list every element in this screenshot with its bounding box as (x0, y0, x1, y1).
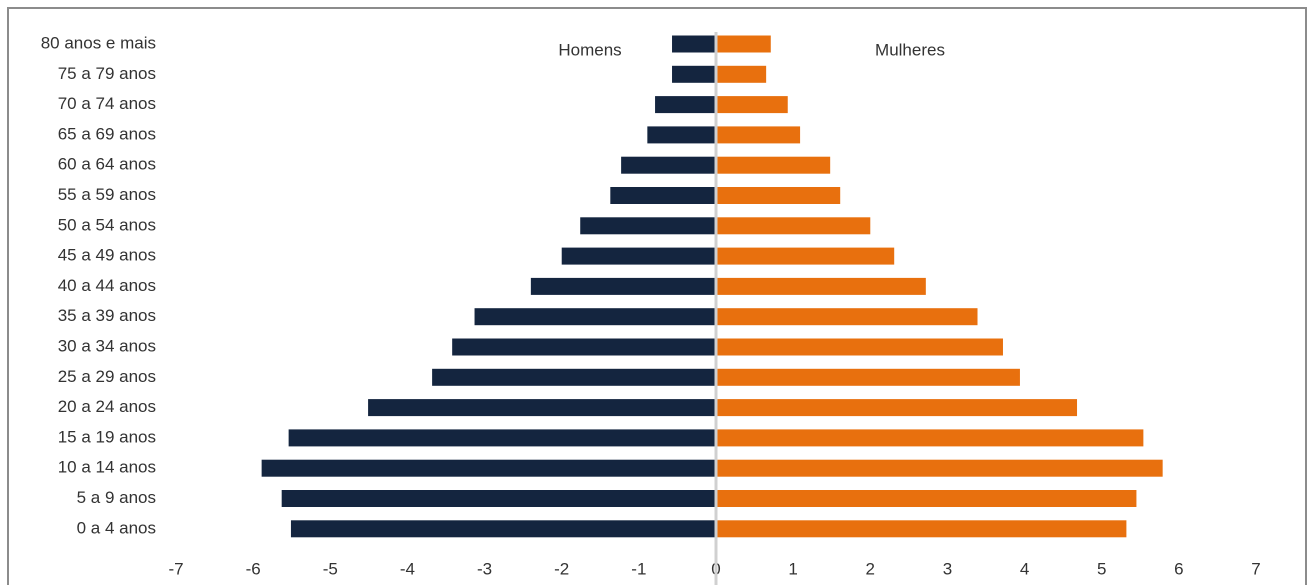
x-tick-label: -7 (168, 559, 183, 578)
x-tick-label: -6 (246, 559, 261, 578)
bar (716, 187, 841, 204)
bar (716, 308, 978, 326)
y-tick-label: 5 a 9 anos (77, 488, 156, 507)
bar (716, 459, 1163, 477)
x-tick-label: 2 (866, 559, 875, 578)
y-tick-label: 20 a 24 anos (58, 397, 156, 416)
bar (716, 338, 1003, 356)
y-tick-label: 0 a 4 anos (77, 518, 156, 537)
y-tick-label: 35 a 39 anos (58, 306, 156, 325)
x-tick-label: -5 (323, 559, 338, 578)
y-tick-label: 70 a 74 anos (58, 94, 156, 113)
y-tick-label: 10 a 14 anos (58, 458, 156, 477)
y-tick-label: 60 a 64 anos (58, 155, 156, 174)
bar (716, 217, 871, 235)
x-tick-label: 7 (1251, 559, 1260, 578)
y-tick-label: 65 a 69 anos (58, 124, 156, 143)
frame (7, 7, 1307, 585)
bar (716, 368, 1020, 386)
bar (716, 399, 1078, 417)
bar (716, 35, 771, 53)
bar (261, 459, 716, 477)
y-tick-label: 75 a 79 anos (58, 64, 156, 83)
bar (530, 277, 716, 295)
bar (290, 520, 716, 538)
bar (368, 399, 716, 417)
bar (716, 429, 1144, 447)
bar (647, 126, 716, 144)
bar (452, 338, 716, 356)
y-tick-label: 55 a 59 anos (58, 185, 156, 204)
x-tick-label: 4 (1020, 559, 1029, 578)
series-label: Homens (558, 40, 621, 59)
y-tick-label: 15 a 19 anos (58, 427, 156, 446)
x-tick-label: -2 (554, 559, 569, 578)
bar (716, 156, 831, 174)
y-tick-label: 45 a 49 anos (58, 246, 156, 265)
bar (716, 277, 926, 295)
bar (610, 187, 716, 204)
bar (716, 490, 1137, 507)
bar (716, 65, 767, 83)
y-tick-label: 50 a 54 anos (58, 215, 156, 234)
x-tick-label: 1 (788, 559, 797, 578)
bar (716, 96, 788, 114)
x-tick-label: 5 (1097, 559, 1106, 578)
y-tick-label: 30 a 34 anos (58, 336, 156, 355)
x-tick-label: -3 (477, 559, 492, 578)
y-tick-label: 25 a 29 anos (58, 367, 156, 386)
bar (655, 96, 716, 114)
series-label: Mulheres (875, 40, 945, 59)
x-tick-label: 6 (1174, 559, 1183, 578)
bar (716, 126, 801, 144)
bar (672, 65, 716, 83)
x-tick-label: -1 (631, 559, 646, 578)
bar (621, 156, 716, 174)
bar (561, 247, 716, 265)
bar (580, 217, 716, 235)
x-tick-label: -4 (400, 559, 415, 578)
bar (432, 368, 716, 386)
y-tick-label: 40 a 44 anos (58, 276, 156, 295)
bar (288, 429, 716, 447)
x-tick-label: 3 (943, 559, 952, 578)
bar (474, 308, 716, 326)
bar (716, 520, 1127, 538)
bar (672, 35, 716, 53)
bar (281, 490, 716, 507)
bar (716, 247, 895, 265)
y-tick-label: 80 anos e mais (41, 33, 156, 52)
